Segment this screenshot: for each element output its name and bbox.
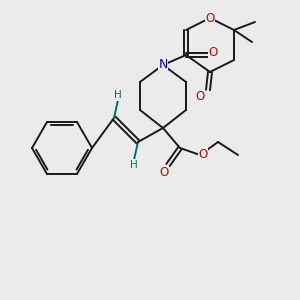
Text: O: O: [195, 89, 205, 103]
Text: H: H: [130, 160, 138, 170]
Text: N: N: [158, 58, 168, 71]
Text: O: O: [159, 166, 169, 178]
Text: O: O: [198, 148, 208, 161]
Text: O: O: [206, 11, 214, 25]
Text: H: H: [114, 90, 122, 100]
Text: O: O: [208, 46, 217, 59]
